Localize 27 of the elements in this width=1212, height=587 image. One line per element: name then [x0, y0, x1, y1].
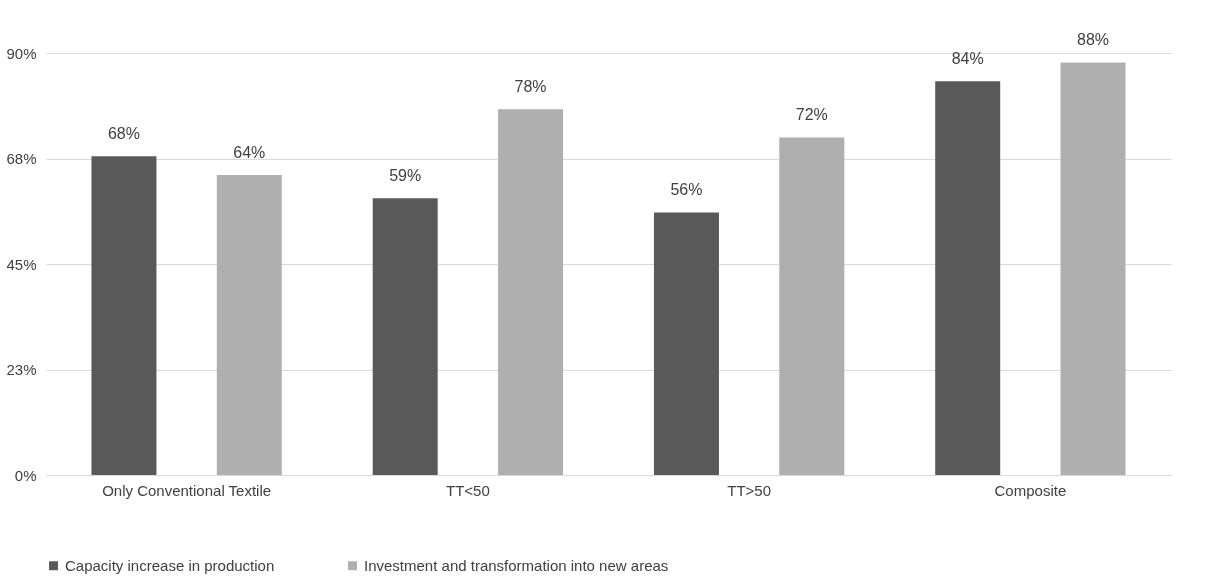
x-tick-label: TT<50 — [445, 481, 490, 499]
data-label: 78% — [514, 78, 547, 96]
bar — [372, 198, 438, 475]
bar — [779, 137, 845, 475]
bar — [935, 81, 1001, 475]
bar — [216, 174, 282, 475]
y-tick-label: 23% — [6, 361, 37, 378]
bar — [1060, 62, 1126, 475]
data-label: 72% — [795, 106, 828, 124]
data-label: 59% — [389, 167, 422, 185]
bar — [91, 156, 157, 475]
y-tick-label: 90% — [6, 44, 37, 62]
bar — [498, 109, 564, 475]
y-tick-label: 0% — [14, 466, 37, 484]
y-tick-label: 68% — [6, 150, 37, 167]
data-label: 64% — [233, 143, 266, 161]
x-tick-label: Composite — [994, 481, 1067, 499]
y-tick-label: 45% — [6, 255, 37, 273]
legend-label: Capacity increase in production — [65, 556, 275, 574]
x-tick-label: TT>50 — [727, 481, 772, 499]
data-label: 88% — [1077, 31, 1110, 49]
data-label: 56% — [670, 181, 703, 199]
x-tick-label: Only Conventional Textile — [102, 481, 272, 499]
data-label: 68% — [107, 125, 140, 143]
bar — [653, 212, 719, 475]
legend-label: Investment and transformation into new areas — [364, 556, 669, 574]
data-label: 84% — [951, 50, 984, 68]
